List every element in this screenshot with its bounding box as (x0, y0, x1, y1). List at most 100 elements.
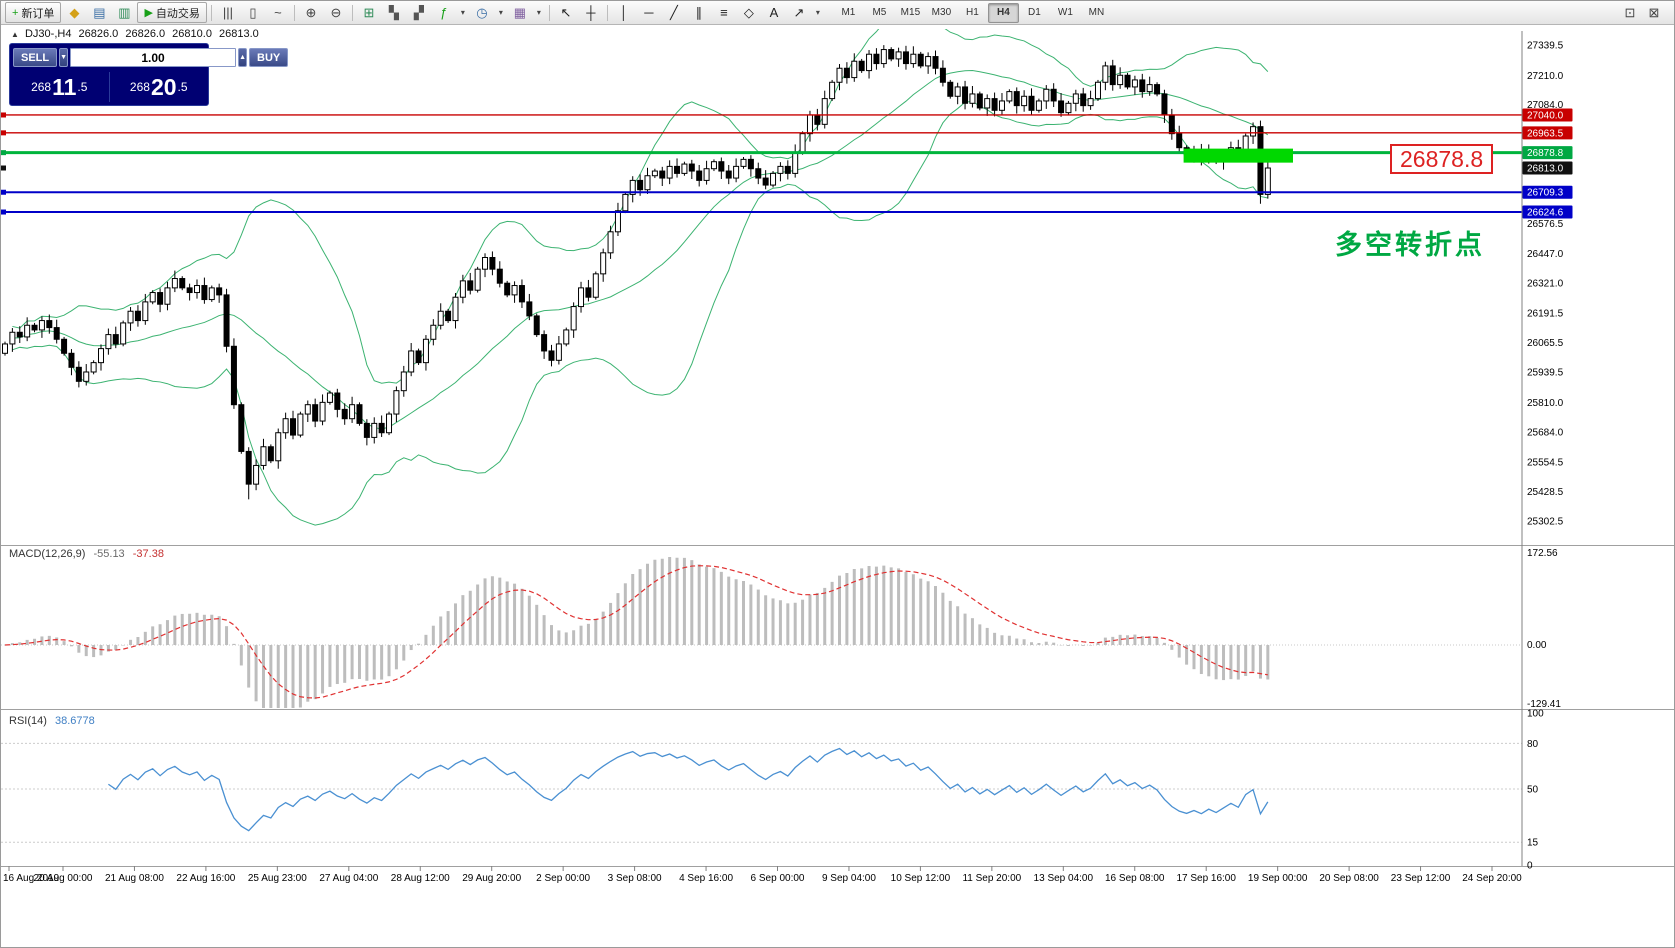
autotrading-button-icon: ▶ (144, 7, 153, 19)
timeframe-H1[interactable]: H1 (966, 7, 979, 18)
timeframe-M15[interactable]: M15 (900, 7, 921, 18)
macd-signal-value: -37.38 (132, 548, 164, 560)
shapes-icon[interactable]: ◇ (743, 4, 754, 20)
panel-separator[interactable] (1, 710, 1675, 711)
bar-chart-icon[interactable]: ||| (222, 5, 233, 20)
svg-text:11 Sep 20:00: 11 Sep 20:00 (962, 873, 1021, 884)
volume-increase-button[interactable]: ▲ (238, 48, 247, 67)
svg-text:100: 100 (1527, 709, 1544, 720)
svg-text:16 Aug 2019: 16 Aug 2019 (3, 873, 60, 884)
horizontal-line-objects[interactable] (1, 114, 1522, 214)
arrows-icon[interactable]: ↗ (793, 4, 805, 20)
sell-price-digits: .5 (77, 80, 88, 94)
chart-window-icon[interactable]: ⊡ (1624, 4, 1636, 20)
channel-icon[interactable]: ∥ (695, 4, 703, 20)
docking-icon[interactable]: ⊠ (1648, 4, 1660, 20)
toolbar-separator (210, 4, 212, 21)
terminal-icon[interactable]: ▤ (93, 4, 106, 20)
rsi-name: RSI(14) (9, 715, 47, 727)
sell-price-digits: 268 (31, 80, 52, 94)
templates-icon[interactable]: ▦ (513, 4, 527, 20)
ohlc-low: 26810.0 (172, 28, 212, 40)
panel-separator[interactable] (1, 866, 1675, 867)
text-icon[interactable]: A (769, 5, 779, 20)
timeframe-H4[interactable]: H4 (987, 2, 1019, 23)
panel-separator[interactable] (1, 545, 1675, 546)
svg-text:25810.0: 25810.0 (1527, 398, 1564, 409)
svg-text:20 Sep 08:00: 20 Sep 08:00 (1319, 873, 1379, 884)
toolbar-separator (606, 4, 608, 21)
svg-text:0: 0 (1527, 861, 1533, 872)
periods-dropdown-icon[interactable]: ▾ (498, 8, 503, 17)
templates-dropdown-icon[interactable]: ▾ (536, 8, 541, 17)
tile-windows-icon[interactable]: ⊞ (363, 4, 375, 20)
highlight-rectangle[interactable] (1183, 148, 1293, 163)
timeframe-group: M1 M5 M15 M30 H1 H4 D1 W1 MN (833, 2, 1112, 23)
timeframe-M1[interactable]: M1 (841, 7, 856, 18)
sell-price-digits: 11 (52, 73, 77, 100)
toolbar-right-group: ⊡ ⊠ (1618, 2, 1666, 24)
symbol-period-label: DJ30-,H4 (24, 28, 72, 40)
sell-button[interactable]: SELL (13, 48, 58, 67)
svg-text:0.00: 0.00 (1527, 640, 1547, 651)
trendline-icon[interactable]: ╱ (669, 4, 678, 20)
svg-text:25428.5: 25428.5 (1527, 487, 1564, 498)
candlestick-icon[interactable]: ▯ (249, 4, 257, 20)
timeframe-W1[interactable]: W1 (1057, 7, 1073, 18)
timeframe-M30[interactable]: M30 (931, 7, 952, 18)
horizontal-line-icon[interactable]: ─ (644, 5, 654, 20)
objects-dropdown-icon[interactable]: ▾ (815, 8, 820, 17)
ohlc-high: 26826.0 (125, 28, 166, 40)
timeframe-MN[interactable]: MN (1088, 7, 1105, 18)
auto-arrange-icon[interactable]: ▚ (388, 4, 399, 20)
autotrading-button-label: 自动交易 (155, 7, 200, 20)
collapse-arrow-icon[interactable]: ▲ (11, 30, 19, 39)
volume-input[interactable] (70, 48, 237, 67)
svg-text:172.56: 172.56 (1527, 548, 1558, 559)
metaeditor-icon[interactable]: ◆ (69, 4, 80, 20)
price-callout-label[interactable]: 26878.8 (1390, 144, 1494, 174)
indicators-dropdown-icon[interactable]: ▾ (460, 8, 465, 17)
svg-text:26624.6: 26624.6 (1527, 208, 1564, 219)
toolbar-separator (548, 4, 550, 21)
buy-price-digits: 20 (150, 73, 177, 100)
market-watch-icon[interactable]: ▥ (118, 4, 131, 20)
svg-text:17 Sep 16:00: 17 Sep 16:00 (1176, 873, 1236, 884)
autotrading-button[interactable]: ▶ 自动交易 (137, 2, 207, 23)
indicators-icon[interactable]: ƒ (440, 5, 448, 20)
main-toolbar: + 新订单 ◆ ▤ ▥ ▶ 自动交易 ||| ▯ ~ ⊕ ⊖ ⊞ ▚ ▞ ƒ ▾ ◷ ▾ ▦ ▾ ↖ ┼ │ ─ ╱ ∥ ≡ ◇ A ↗ ▾ M… (1, 1, 1674, 25)
cascade-windows-icon[interactable]: ▞ (413, 4, 424, 20)
timeframe-M5[interactable]: M5 (872, 7, 887, 18)
cursor-icon[interactable]: ↖ (560, 4, 572, 20)
svg-text:27084.0: 27084.0 (1527, 100, 1564, 111)
crosshair-icon[interactable]: ┼ (586, 5, 596, 20)
buy-price-digits: 268 (129, 80, 150, 94)
vertical-line-icon[interactable]: │ (619, 5, 628, 20)
svg-text:26191.5: 26191.5 (1527, 309, 1564, 320)
panel-separator[interactable] (1, 546, 1675, 547)
svg-text:25 Aug 23:00: 25 Aug 23:00 (248, 873, 307, 884)
new-order-button-icon: + (12, 6, 19, 19)
svg-text:23 Sep 12:00: 23 Sep 12:00 (1391, 873, 1451, 884)
zoom-out-icon[interactable]: ⊖ (330, 4, 342, 20)
periods-icon[interactable]: ◷ (476, 4, 488, 20)
volume-decrease-button[interactable]: ▼ (59, 48, 69, 67)
buy-button[interactable]: BUY (249, 48, 289, 67)
svg-text:25684.0: 25684.0 (1527, 427, 1564, 438)
timeframe-D1[interactable]: D1 (1028, 7, 1041, 18)
macd-panel[interactable] (1, 557, 1522, 708)
price-axis[interactable]: 27339.5 27210.0 27084.0 26576.5 26447.0 26321… (1, 31, 1573, 872)
sell-price[interactable]: 268 11.5 (10, 69, 109, 105)
fibonacci-icon[interactable]: ≡ (720, 5, 728, 20)
new-order-button[interactable]: + 新订单 (5, 2, 62, 23)
svg-text:10 Sep 12:00: 10 Sep 12:00 (891, 873, 951, 884)
buy-price[interactable]: 268 20.5 (110, 69, 209, 105)
zoom-in-icon[interactable]: ⊕ (305, 4, 317, 20)
turning-point-annotation[interactable]: 多空转折点 (1335, 230, 1485, 260)
rsi-panel[interactable] (1, 742, 1522, 843)
panel-separator[interactable] (1, 709, 1675, 710)
line-chart-icon[interactable]: ~ (274, 5, 282, 20)
chart-canvas[interactable]: 27339.5 27210.0 27084.0 26576.5 26447.0 26321… (1, 25, 1675, 948)
